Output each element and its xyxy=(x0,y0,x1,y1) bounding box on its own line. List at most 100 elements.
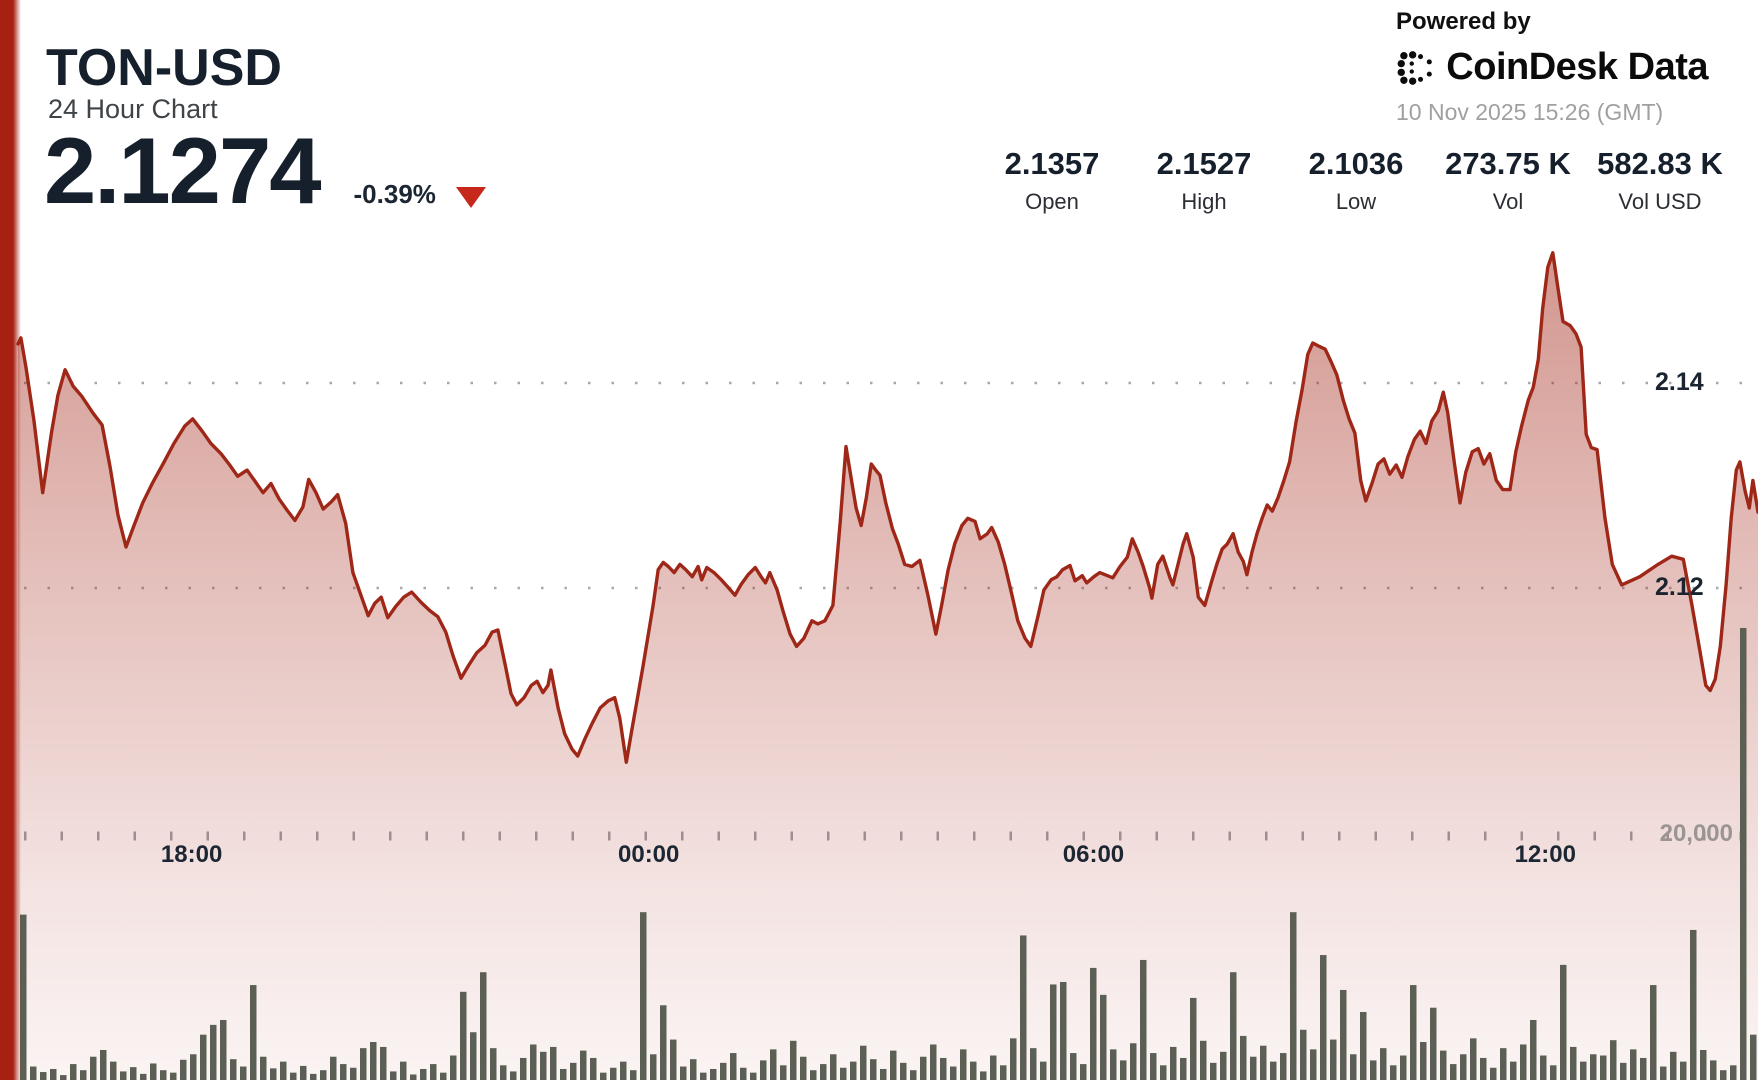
volume-bar xyxy=(350,1067,357,1080)
instrument-symbol: TON-USD xyxy=(46,39,282,97)
volume-bar xyxy=(1450,1064,1457,1080)
volume-bar xyxy=(1270,1061,1277,1080)
stat-vol-usd-label: Vol USD xyxy=(1618,189,1702,214)
left-accent-bar xyxy=(0,0,22,1080)
volume-bar xyxy=(1200,1040,1207,1080)
stat-open: 2.1357 Open xyxy=(976,146,1128,215)
volume-bar xyxy=(400,1061,407,1080)
volume-bar xyxy=(290,1072,297,1080)
volume-bar xyxy=(360,1048,367,1080)
volume-bar xyxy=(860,1045,867,1080)
volume-bar xyxy=(1570,1046,1577,1080)
volume-bar xyxy=(30,1066,37,1080)
volume-bar xyxy=(930,1044,937,1080)
y-axis-price-label: 2.12 xyxy=(1655,573,1704,601)
volume-bar xyxy=(560,1068,567,1080)
volume-bar xyxy=(960,1049,967,1080)
volume-bar xyxy=(1630,1049,1637,1080)
volume-bar xyxy=(1110,1049,1117,1080)
volume-bar xyxy=(600,1072,607,1080)
x-axis-time-label: 00:00 xyxy=(617,841,680,868)
volume-bar xyxy=(150,1063,157,1080)
volume-bar xyxy=(410,1074,417,1080)
volume-bar xyxy=(1660,1066,1667,1080)
volume-bar xyxy=(580,1050,587,1080)
volume-bar xyxy=(1440,1050,1447,1080)
volume-bar xyxy=(1560,964,1567,1080)
x-axis-time-label: 12:00 xyxy=(1514,841,1576,868)
stat-open-label: Open xyxy=(1025,189,1079,214)
volume-bar xyxy=(1670,1051,1677,1080)
volume-bar xyxy=(210,1024,217,1080)
stat-low-label: Low xyxy=(1335,189,1377,214)
volume-bar xyxy=(910,1070,917,1080)
stat-high-value: 2.1527 xyxy=(1156,146,1252,181)
volume-bar xyxy=(340,1064,347,1080)
volume-bar xyxy=(510,1071,517,1080)
volume-bar xyxy=(70,1064,77,1080)
volume-bar xyxy=(520,1057,527,1080)
volume-bar xyxy=(1070,1053,1077,1080)
volume-bars xyxy=(20,627,1757,1080)
volume-bar xyxy=(1500,1048,1507,1080)
volume-bar xyxy=(1590,1054,1597,1080)
price-line xyxy=(16,251,1758,764)
volume-bar xyxy=(1290,912,1297,1080)
volume-bar xyxy=(880,1068,887,1080)
volume-bar xyxy=(1300,1029,1307,1080)
volume-bar xyxy=(1240,1035,1247,1080)
volume-bar xyxy=(1610,1040,1617,1080)
volume-bar xyxy=(760,1060,767,1080)
coindesk-logo[interactable]: CoinDesk Data xyxy=(1396,46,1708,89)
volume-bar xyxy=(950,1066,957,1080)
volume-bar xyxy=(1480,1057,1487,1080)
volume-bar xyxy=(1040,1061,1047,1080)
volume-bar xyxy=(1650,985,1657,1080)
volume-bar xyxy=(120,1071,127,1080)
x-axis-time-label: 06:00 xyxy=(1062,841,1125,868)
volume-bar xyxy=(1160,1065,1167,1080)
volume-bar xyxy=(1000,1065,1007,1080)
volume-bar xyxy=(440,1072,447,1080)
volume-bar xyxy=(1420,1042,1427,1080)
volume-bar xyxy=(1190,997,1197,1080)
current-price: 2.1274 xyxy=(44,118,322,223)
volume-bar xyxy=(490,1048,497,1080)
volume-bar xyxy=(1530,1019,1537,1080)
stat-vol-usd-value: 582.83 K xyxy=(1597,146,1723,181)
volume-bar xyxy=(1510,1061,1517,1080)
volume-bar xyxy=(330,1056,337,1080)
volume-bar xyxy=(1550,1065,1557,1080)
volume-bar xyxy=(80,1070,87,1080)
volume-bar xyxy=(620,1061,627,1080)
volume-bar xyxy=(1620,1062,1627,1080)
price-down-triangle-icon xyxy=(455,187,486,208)
volume-bar xyxy=(770,1049,777,1080)
volume-bar xyxy=(1410,985,1417,1080)
stat-vol: 273.75 K Vol xyxy=(1432,146,1584,215)
volume-bar xyxy=(1680,1061,1687,1080)
volume-bar xyxy=(1140,959,1147,1080)
volume-bar xyxy=(1520,1044,1527,1080)
volume-bar xyxy=(550,1046,557,1080)
volume-bar xyxy=(1170,1046,1177,1080)
volume-bar xyxy=(110,1061,117,1080)
volume-bar xyxy=(530,1044,537,1080)
volume-bar xyxy=(540,1051,547,1080)
volume-bar xyxy=(1580,1061,1587,1080)
volume-bar xyxy=(1260,1045,1267,1080)
volume-bar xyxy=(640,912,647,1080)
volume-bar xyxy=(700,1072,707,1080)
stats-row: 2.1357 Open 2.1527 High 2.1036 Low 273.7… xyxy=(976,146,1736,215)
volume-bar xyxy=(720,1062,727,1080)
volume-bar xyxy=(60,1075,67,1080)
price-area xyxy=(18,252,1758,1080)
volume-bar xyxy=(250,985,257,1080)
stat-vol-usd: 582.83 K Vol USD xyxy=(1584,146,1736,215)
volume-bar xyxy=(790,1040,797,1080)
volume-bar xyxy=(1430,1007,1437,1080)
volume-bar xyxy=(230,1059,237,1080)
volume-bar xyxy=(450,1055,457,1080)
volume-bar xyxy=(1210,1062,1217,1080)
